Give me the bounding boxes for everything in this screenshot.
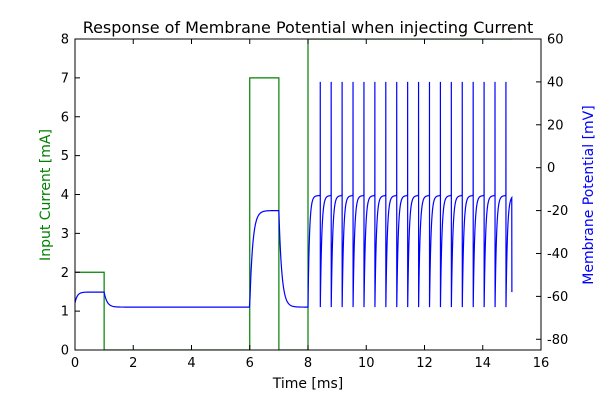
series-layer bbox=[75, 39, 513, 350]
x-tick-label: 2 bbox=[129, 356, 137, 371]
x-tick-label: 8 bbox=[304, 356, 312, 371]
left-y-tick-label: 2 bbox=[61, 266, 69, 281]
left-y-tick-label: 1 bbox=[61, 305, 69, 320]
x-tick-label: 16 bbox=[533, 356, 550, 371]
left-y-axis-label: Input Current [mA] bbox=[38, 129, 54, 261]
left-y-tick-label: 6 bbox=[61, 110, 69, 125]
left-y-tick-label: 8 bbox=[61, 33, 69, 48]
right-y-tick-label: -60 bbox=[547, 290, 568, 305]
right-y-tick-label: -80 bbox=[547, 333, 568, 348]
right-y-tick-label: 20 bbox=[547, 118, 564, 133]
right-y-axis-label: Membrane Potential [mV] bbox=[581, 105, 597, 284]
x-tick-label: 12 bbox=[416, 356, 433, 371]
left-y-tick-label: 3 bbox=[61, 227, 69, 242]
x-tick-label: 0 bbox=[71, 356, 79, 371]
left-y-tick-label: 0 bbox=[61, 344, 69, 359]
x-tick-label: 4 bbox=[187, 356, 195, 371]
right-y-tick-label: -20 bbox=[547, 204, 568, 219]
right-y-tick-label: 40 bbox=[547, 75, 564, 90]
left-y-tick-label: 4 bbox=[61, 188, 69, 203]
x-tick-label: 6 bbox=[246, 356, 254, 371]
x-axis-label: Time [ms] bbox=[272, 376, 344, 392]
left-y-tick-label: 5 bbox=[61, 149, 69, 164]
left-y-tick-label: 7 bbox=[61, 71, 69, 86]
input-current-line bbox=[75, 39, 512, 350]
axes-layer: 0 2 4 6 8 10 12 14 16012345678-80-60-40-20020406… bbox=[61, 33, 569, 372]
chart-title: Response of Membrane Potential when inje… bbox=[83, 18, 534, 37]
membrane-potential-line bbox=[75, 81, 513, 308]
right-y-tick-label: 0 bbox=[547, 161, 555, 176]
right-y-tick-label: 60 bbox=[547, 33, 564, 48]
x-tick-label: 10 bbox=[358, 356, 375, 371]
x-tick-label: 14 bbox=[474, 356, 491, 371]
right-y-tick-label: -40 bbox=[547, 247, 568, 262]
